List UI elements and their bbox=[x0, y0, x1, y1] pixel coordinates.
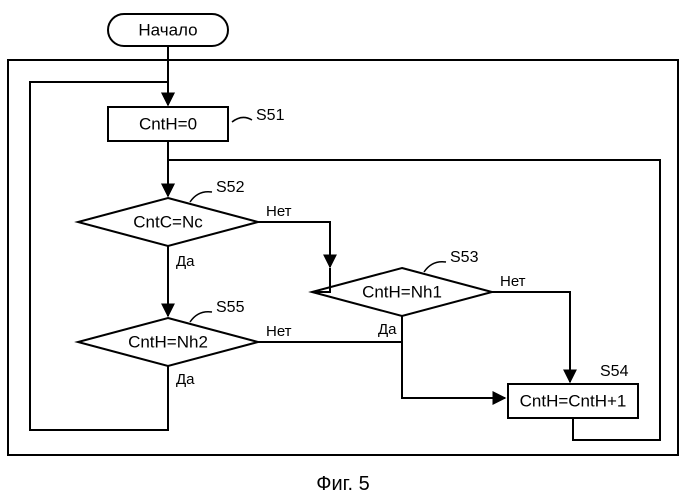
leader-s55 bbox=[190, 312, 212, 322]
s51-label: CntH=0 bbox=[139, 114, 197, 133]
s54-label: CntH=CntH+1 bbox=[520, 391, 627, 410]
s53-no: Нет bbox=[500, 273, 526, 290]
step-s55: S55 bbox=[216, 299, 245, 316]
s55-no: Нет bbox=[266, 323, 292, 340]
leader-s53 bbox=[424, 262, 446, 272]
node-s55: CntH=Nh2 bbox=[78, 318, 258, 366]
s55-yes: Да bbox=[176, 371, 195, 388]
node-s51: CntH=0 bbox=[108, 107, 228, 141]
step-s54: S54 bbox=[600, 363, 629, 380]
node-start: Начало bbox=[108, 14, 228, 46]
s52-no: Нет bbox=[266, 203, 292, 220]
node-s53: CntH=Nh1 bbox=[312, 268, 492, 316]
s53-yes: Да bbox=[378, 321, 397, 338]
node-s52: CntC=Nc bbox=[78, 198, 258, 246]
step-s53: S53 bbox=[450, 249, 479, 266]
s52-yes: Да bbox=[176, 253, 195, 270]
edge-s52-s53 bbox=[258, 222, 330, 267]
edge-merge-s54 bbox=[402, 342, 505, 398]
s55-label: CntH=Nh2 bbox=[128, 332, 208, 351]
start-label: Начало bbox=[138, 20, 197, 39]
node-s54: CntH=CntH+1 bbox=[508, 384, 638, 418]
s53-label: CntH=Nh1 bbox=[362, 282, 442, 301]
edge-s53-s54 bbox=[492, 292, 570, 382]
s52-label: CntC=Nc bbox=[133, 212, 203, 231]
step-s51: S51 bbox=[256, 107, 285, 124]
leader-s52 bbox=[190, 192, 212, 202]
leader-s51 bbox=[232, 117, 252, 122]
figure-caption: Фиг. 5 bbox=[316, 473, 369, 495]
step-s52: S52 bbox=[216, 179, 245, 196]
